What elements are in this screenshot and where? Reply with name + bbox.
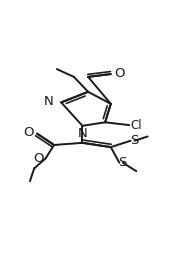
Text: O: O [33, 152, 43, 165]
Text: Cl: Cl [131, 119, 142, 132]
Text: N: N [78, 127, 87, 140]
Text: O: O [114, 67, 125, 80]
Text: N: N [44, 95, 53, 108]
Text: S: S [130, 133, 138, 147]
Text: O: O [23, 126, 33, 139]
Text: S: S [119, 156, 127, 169]
